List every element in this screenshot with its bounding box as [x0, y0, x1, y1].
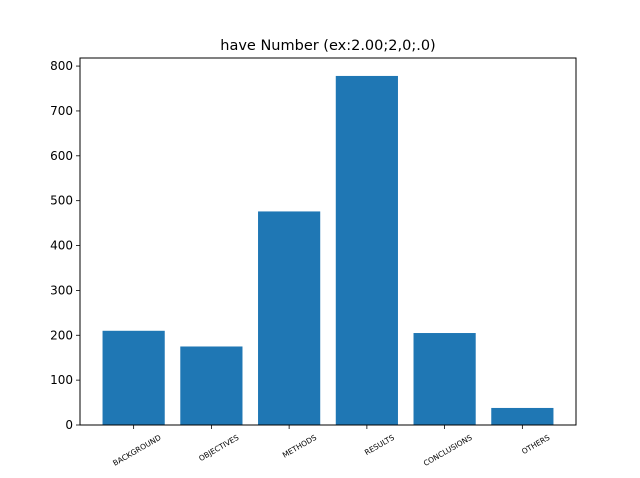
- y-tick-label: 500: [50, 194, 73, 208]
- y-tick-label: 0: [65, 418, 73, 432]
- bar-results: [335, 75, 398, 425]
- plot-frame: [79, 57, 577, 426]
- bar-methods: [258, 211, 321, 425]
- y-tick-label: 200: [50, 328, 73, 342]
- y-axis: 0 100 200 300 400 500 600 700 800: [50, 59, 80, 432]
- y-tick-label: 400: [50, 239, 73, 253]
- y-tick-label: 300: [50, 283, 73, 297]
- y-tick-label: 100: [50, 373, 73, 387]
- y-tick-label: 800: [50, 59, 73, 73]
- chart-title: have Number (ex:2.00;2,0;.0): [220, 38, 435, 54]
- y-tick-label: 600: [50, 149, 73, 163]
- bars-group: [102, 75, 554, 425]
- bar-others: [491, 407, 554, 425]
- y-tick-label: 700: [50, 104, 73, 118]
- bar-conclusions: [413, 333, 476, 425]
- bar-background: [102, 330, 165, 425]
- bar-objectives: [180, 346, 243, 425]
